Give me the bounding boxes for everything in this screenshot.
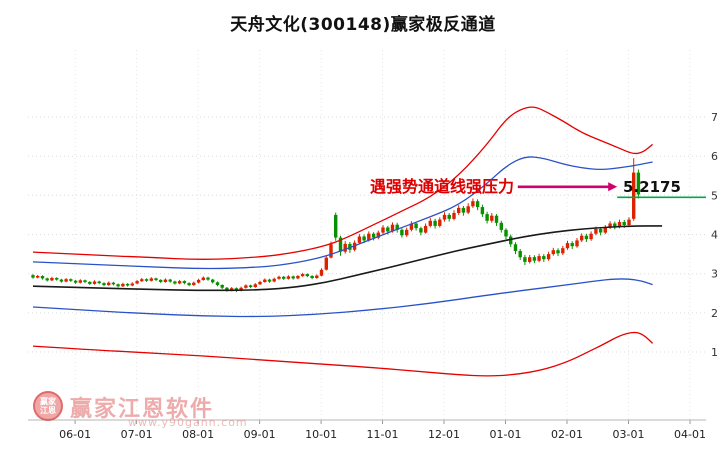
y-axis-label: 3 bbox=[711, 268, 718, 281]
outer-line-upper bbox=[32, 106, 654, 260]
x-axis-label: 11-01 bbox=[367, 428, 399, 441]
watermark-brand: 赢家江恩软件 bbox=[70, 397, 215, 422]
y-axis-label: 5 bbox=[711, 189, 718, 202]
grid: 7 6 5 4 3 2 1 06-01 07-01 08-01 09-01 10-01 11-01 12-… bbox=[28, 50, 718, 441]
inner-line-upper bbox=[32, 156, 653, 270]
watermark-logo-text-top: 赢家 bbox=[40, 397, 56, 406]
inner-line-lower bbox=[32, 278, 653, 318]
x-axis-label: 03-01 bbox=[613, 428, 645, 441]
resistance-price-label: 5.2175 bbox=[623, 178, 681, 196]
middle-line bbox=[32, 225, 663, 292]
x-axis-label: 09-01 bbox=[244, 428, 276, 441]
y-axis-label: 6 bbox=[711, 150, 718, 163]
x-axis-label: 08-01 bbox=[182, 428, 214, 441]
y-axis-label: 4 bbox=[711, 229, 718, 242]
x-axis-label: 04-01 bbox=[674, 428, 706, 441]
watermark-url: www.y90gann.com bbox=[128, 416, 248, 429]
resistance-annotation-text: 遇强势通道线强压力 bbox=[370, 177, 515, 196]
watermark-logo-text-bottom: 江恩 bbox=[40, 406, 56, 415]
candlestick-series bbox=[31, 158, 641, 293]
y-axis-label: 2 bbox=[711, 307, 718, 320]
pressure-arrow-head bbox=[608, 182, 618, 192]
watermark-logo-icon: 赢家 江恩 bbox=[33, 391, 63, 421]
x-axis-label: 10-01 bbox=[305, 428, 337, 441]
x-axis-label: 06-01 bbox=[59, 428, 91, 441]
y-axis-label: 7 bbox=[711, 111, 718, 124]
x-axis-label: 01-01 bbox=[490, 428, 522, 441]
outer-line-lower bbox=[32, 331, 654, 377]
x-axis-label: 07-01 bbox=[121, 428, 153, 441]
y-axis-label: 1 bbox=[711, 346, 718, 359]
x-axis-label: 02-01 bbox=[551, 428, 583, 441]
chart-title: 天舟文化(300148)赢家极反通道 bbox=[230, 15, 496, 35]
x-axis-label: 12-01 bbox=[428, 428, 460, 441]
